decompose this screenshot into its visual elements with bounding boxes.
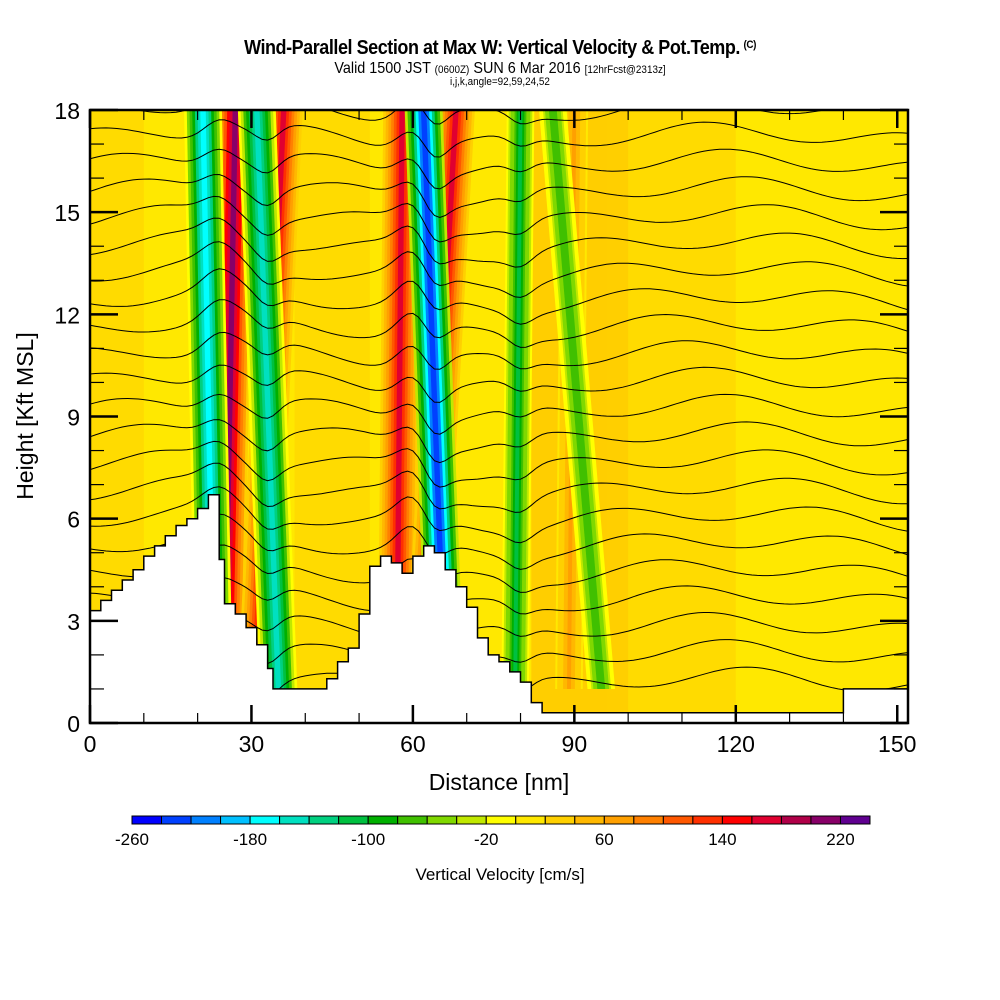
y-tick-label: 15 — [54, 200, 80, 226]
chart-subtitle: Valid 1500 JST (0600Z) SUN 6 Mar 2016 [1… — [50, 60, 950, 78]
x-tick-label: 150 — [878, 731, 916, 757]
chart-title-text: Wind-Parallel Section at Max W: Vertical… — [244, 37, 740, 59]
colorbar-tick-label: 220 — [826, 830, 854, 849]
valid-time: Valid 1500 JST — [334, 60, 431, 77]
pot-temp-contour — [90, 577, 908, 616]
colorbar-segment — [485, 815, 517, 825]
pot-temp-contour — [90, 331, 908, 370]
x-tick-label: 0 — [84, 731, 97, 757]
colorbar-segment — [839, 815, 871, 825]
x-tick-label: 90 — [562, 731, 588, 757]
colorbar-segment — [544, 815, 576, 825]
pot-temp-contour — [90, 173, 908, 219]
valid-time-utc: (0600Z) — [434, 64, 470, 76]
pot-temp-contour — [90, 119, 908, 158]
valid-date: SUN 6 Mar 2016 — [473, 60, 581, 77]
pot-temp-contour — [90, 513, 908, 570]
downdraft-band — [254, 110, 282, 689]
colorbar-segment — [338, 815, 369, 825]
downdraft-band — [513, 110, 523, 689]
pot-temp-contour — [90, 299, 908, 348]
updraft-band — [394, 110, 405, 689]
colorbar-segment — [780, 815, 812, 825]
x-tick-label: 120 — [717, 731, 755, 757]
colorbar — [131, 815, 871, 825]
colorbar-segment — [456, 815, 487, 825]
axis-ticks — [88, 108, 908, 725]
pot-temp-contour — [90, 419, 908, 464]
colorbar-segment — [161, 815, 192, 825]
downdraft-band — [420, 110, 448, 689]
colorbar-tick-labels: -260 -180 -100 -20 60 140 220 — [115, 830, 855, 849]
pot-temp-contour — [134, 110, 827, 125]
x-tick-label: 60 — [400, 731, 426, 757]
x-tick-label: 30 — [239, 731, 265, 757]
pot-temp-contour — [90, 462, 908, 513]
y-tick-label: 6 — [67, 507, 80, 533]
pot-temp-contour — [90, 195, 908, 243]
copyright-mark: (C) — [743, 39, 757, 51]
pot-temp-contours — [90, 110, 908, 709]
colorbar-segment — [662, 815, 694, 825]
colorbar-segment — [426, 815, 458, 825]
colorbar-segment — [190, 815, 222, 825]
colorbar-segment — [279, 815, 310, 825]
colorbar-segment — [633, 815, 664, 825]
y-tick-labels: 0 3 6 9 12 15 18 — [54, 98, 80, 737]
colorbar-segment — [515, 815, 546, 825]
terrain-profile — [90, 494, 908, 723]
colorbar-segment — [574, 815, 605, 825]
colorbar-segment — [308, 815, 340, 825]
y-tick-label: 9 — [67, 405, 80, 431]
colorbar-segment — [692, 815, 723, 825]
x-axis-title: Distance [nm] — [429, 769, 570, 795]
chart-title: Wind-Parallel Section at Max W: Vertical… — [50, 37, 950, 60]
pot-temp-contour — [90, 217, 908, 268]
y-tick-label: 12 — [54, 302, 80, 328]
y-axis-title: Height [Kft MSL] — [12, 332, 38, 499]
pot-temp-contour — [90, 393, 908, 435]
forecast-info: [12hrFcst@2313z] — [584, 64, 666, 76]
colorbar-segment — [397, 815, 428, 825]
colorbar-segment — [249, 815, 281, 825]
colorbar-segment — [367, 815, 399, 825]
x-tick-labels: 0 30 60 90 120 150 — [84, 731, 917, 757]
downdraft-band — [550, 110, 604, 689]
colorbar-tick-label: -100 — [351, 830, 385, 849]
colorbar-segment — [220, 815, 251, 825]
y-tick-label: 3 — [67, 609, 80, 635]
colorbar-tick-label: 60 — [595, 830, 614, 849]
colorbar-segment — [131, 815, 163, 825]
grid-indices: i,j,k,angle=92,59,24,52 — [450, 76, 550, 88]
pot-temp-contour — [90, 544, 908, 593]
colorbar-segment — [603, 815, 635, 825]
pot-temp-contour — [90, 268, 908, 325]
colorbar-tick-label: -260 — [115, 830, 149, 849]
pot-temp-contour — [90, 440, 908, 488]
colorbar-tick-label: -20 — [474, 830, 499, 849]
pot-temp-contour — [90, 486, 908, 544]
terrain — [90, 494, 908, 723]
colorbar-title: Vertical Velocity [cm/s] — [415, 865, 584, 884]
colorbar-segment — [721, 815, 753, 825]
pot-temp-contour — [90, 148, 908, 190]
pot-temp-contour — [90, 364, 908, 403]
pot-temp-contour — [90, 241, 908, 298]
y-tick-label: 18 — [54, 98, 80, 124]
colorbar-tick-label: 140 — [708, 830, 736, 849]
weak-updraft-zone — [606, 110, 736, 723]
colorbar-segment — [810, 815, 841, 825]
colorbar-segment — [751, 815, 782, 825]
colorbar-tick-label: -180 — [233, 830, 267, 849]
y-tick-label: 0 — [67, 711, 80, 737]
